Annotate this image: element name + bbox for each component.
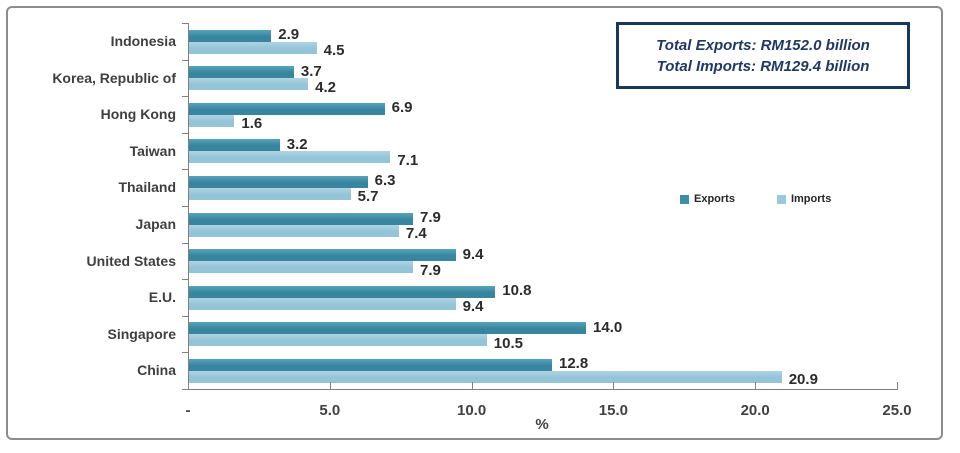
x-tick-label-5-0: 5.0 — [319, 402, 341, 419]
y-axis-tick — [182, 23, 188, 24]
imports-value-label-thailand: 5.7 — [357, 188, 379, 206]
y-axis-tick — [182, 352, 188, 354]
imports-value-label-hong-kong: 1.6 — [241, 115, 263, 133]
x-tick-label-15-0: 15.0 — [598, 402, 628, 419]
imports-swatch-icon — [776, 194, 786, 204]
category-label-hong-kong: Hong Kong — [100, 106, 176, 123]
total-imports-text: Total Imports: RM129.4 billion — [656, 57, 870, 75]
imports-value-label-united-states: 7.9 — [420, 261, 441, 279]
category-label-china: China — [137, 362, 176, 379]
y-axis-tick — [182, 315, 188, 317]
exports-bar-thailand — [189, 175, 368, 188]
x-tick-label-20-0: 20.0 — [740, 402, 770, 419]
y-axis-tick — [182, 59, 188, 61]
x-axis-tick — [613, 382, 615, 389]
imports-bar-e-u — [189, 297, 456, 310]
legend-label-exports: Exports — [694, 193, 735, 205]
x-axis-tick — [471, 382, 473, 389]
category-label-korea-republic-of: Korea, Republic of — [52, 69, 176, 86]
exports-value-label-japan: 7.9 — [420, 209, 441, 226]
category-label-indonesia: Indonesia — [110, 33, 176, 49]
category-label-japan: Japan — [135, 216, 176, 232]
x-axis-tick — [897, 382, 898, 389]
category-label-singapore: Singapore — [107, 325, 176, 342]
y-axis-tick — [182, 169, 188, 171]
x-tick-label-25-0: 25.0 — [882, 402, 912, 419]
imports-bar-singapore — [189, 334, 487, 347]
category-label-thailand: Thailand — [118, 179, 176, 196]
category-label-taiwan: Taiwan — [129, 142, 176, 159]
imports-bar-hong-kong — [189, 114, 235, 127]
exports-value-label-hong-kong: 6.9 — [391, 99, 413, 117]
x-axis-tick — [329, 382, 331, 389]
imports-bar-indonesia — [189, 41, 317, 54]
x-axis-line — [188, 389, 898, 390]
exports-bar-china — [189, 358, 552, 371]
exports-bar-taiwan — [189, 139, 280, 152]
y-axis-tick — [182, 242, 188, 244]
imports-bar-korea-republic-of — [189, 78, 309, 91]
exports-bar-hong-kong — [189, 102, 385, 115]
imports-bar-taiwan — [189, 151, 391, 164]
exports-value-label-korea-republic-of: 3.7 — [300, 62, 322, 80]
x-tick-label-: - — [185, 402, 191, 419]
imports-value-label-china: 20.9 — [788, 371, 818, 389]
imports-value-label-korea-republic-of: 4.2 — [315, 78, 336, 96]
imports-bar-japan — [189, 224, 399, 237]
imports-bar-united-states — [189, 261, 414, 274]
imports-value-label-taiwan: 7.1 — [397, 151, 419, 169]
exports-bar-japan — [189, 212, 414, 225]
y-axis-tick — [182, 132, 188, 134]
imports-bar-china — [189, 370, 782, 383]
imports-bar-thailand — [189, 187, 351, 200]
exports-bar-e-u — [189, 285, 496, 298]
x-axis-title: % — [535, 416, 549, 433]
category-label-e-u: E.U. — [148, 289, 176, 306]
x-axis-tick — [755, 382, 757, 389]
exports-value-label-united-states: 9.4 — [462, 245, 484, 263]
y-axis-tick — [182, 206, 188, 207]
imports-value-label-singapore: 10.5 — [493, 334, 523, 352]
exports-swatch-icon — [680, 194, 689, 204]
total-exports-text: Total Exports: RM152.0 billion — [656, 36, 870, 54]
exports-bar-united-states — [189, 249, 456, 262]
x-axis-tick — [188, 382, 189, 389]
exports-value-label-indonesia: 2.9 — [278, 26, 300, 43]
y-axis-tick — [182, 96, 188, 98]
exports-value-label-thailand: 6.3 — [374, 172, 396, 190]
y-axis-tick — [182, 389, 188, 390]
exports-bar-indonesia — [189, 29, 272, 42]
exports-bar-singapore — [189, 322, 587, 335]
legend: Exports Imports — [680, 192, 831, 206]
legend-label-imports: Imports — [790, 193, 832, 205]
x-tick-label-10-0: 10.0 — [456, 402, 487, 419]
exports-value-label-china: 12.8 — [559, 355, 589, 373]
exports-value-label-taiwan: 3.2 — [286, 135, 308, 153]
category-label-united-states: United States — [86, 252, 176, 269]
imports-value-label-e-u: 9.4 — [462, 298, 484, 316]
legend-item-exports: Exports — [680, 193, 735, 205]
exports-bar-korea-republic-of — [189, 66, 294, 79]
totals-annotation-box: Total Exports: RM152.0 billion Total Imp… — [616, 22, 910, 89]
legend-item-imports: Imports — [776, 193, 832, 205]
y-axis-line — [188, 23, 189, 390]
y-axis-tick — [182, 279, 188, 281]
imports-value-label-indonesia: 4.5 — [323, 42, 345, 59]
exports-value-label-singapore: 14.0 — [593, 318, 623, 336]
exports-value-label-e-u: 10.8 — [502, 282, 532, 300]
imports-value-label-japan: 7.4 — [405, 225, 427, 242]
